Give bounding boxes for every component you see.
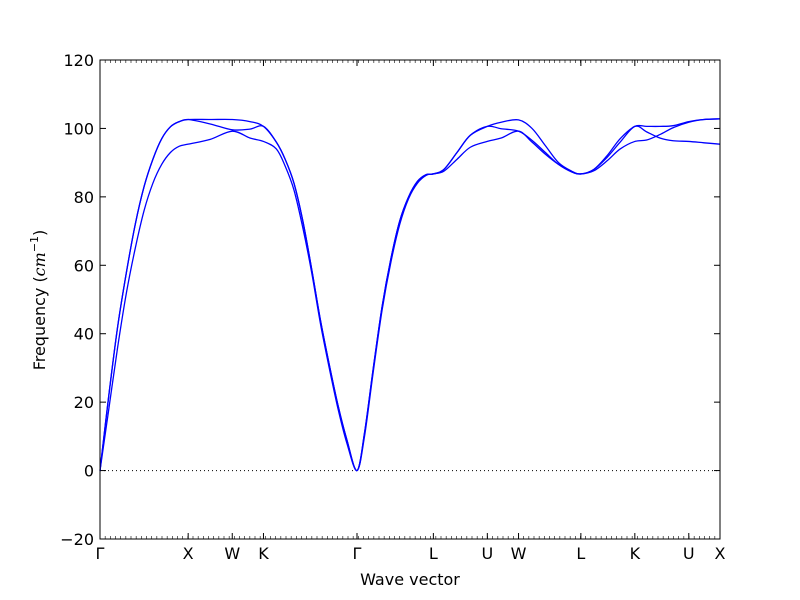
y-tick-label: 0 xyxy=(84,462,94,481)
x-tick-label: L xyxy=(429,544,438,563)
x-tick-label: X xyxy=(183,544,194,563)
x-tick-label: Γ xyxy=(353,544,362,563)
plot-frame xyxy=(99,59,721,540)
y-tick-label: 80 xyxy=(74,188,94,207)
x-tick-label: U xyxy=(683,544,695,563)
y-tick-label: 120 xyxy=(63,51,94,70)
x-axis-title: Wave vector xyxy=(360,570,460,589)
y-tick-label: 40 xyxy=(74,325,94,344)
x-tick-label: K xyxy=(258,544,269,563)
x-tick-label: U xyxy=(481,544,493,563)
plot-area-background xyxy=(100,60,720,539)
x-tick-label: W xyxy=(511,544,527,563)
phonon-branches xyxy=(99,118,721,472)
x-tick-label: Γ xyxy=(96,544,105,563)
x-tick-label: X xyxy=(715,544,726,563)
x-tick-label: W xyxy=(224,544,240,563)
y-tick-labels: −20 0 20 40 60 80 100 120 xyxy=(60,51,94,549)
y-axis-title: Frequency (cm−1) xyxy=(28,230,49,371)
y-tick-label: 20 xyxy=(74,393,94,412)
y-tick-label: 100 xyxy=(63,119,94,138)
branch-line-3 xyxy=(99,118,721,472)
y-tick-label: 60 xyxy=(74,256,94,275)
x-tick-label: K xyxy=(630,544,641,563)
x-tick-label: L xyxy=(576,544,585,563)
y-tick-label: −20 xyxy=(60,530,94,549)
